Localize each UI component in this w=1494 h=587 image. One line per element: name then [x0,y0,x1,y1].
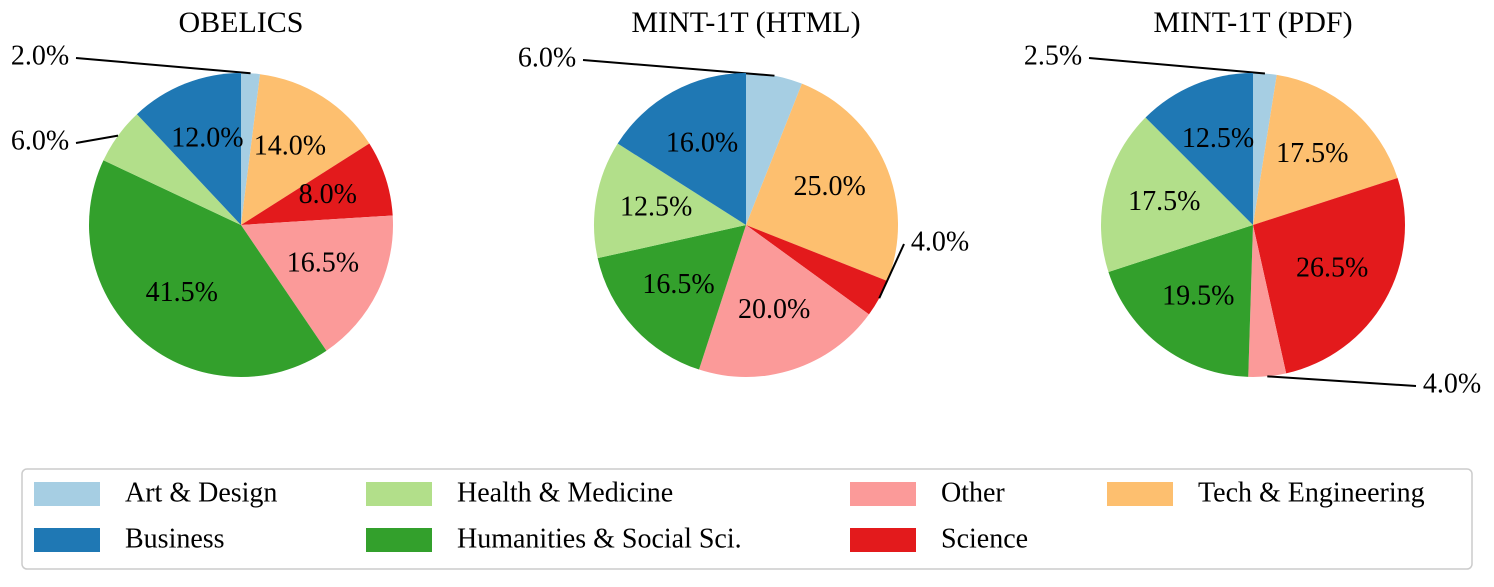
pie-slice-health-medicine [1101,117,1253,272]
legend-swatch-humanities-social-sci [366,528,432,552]
slice-label-art-design: 2.5% [1024,40,1082,71]
pie-slice-science [1253,178,1405,374]
pie-slice-business [136,73,241,225]
legend-label-art-design: Art & Design [125,477,277,508]
leader-line-art-design [75,57,251,75]
legend-label-science: Science [941,523,1028,554]
legend-swatch-business [34,528,100,552]
slice-label-science: 8.0% [299,179,357,210]
pie-chart-3: MINT-1T (PDF) 2.5% 17.5% 26.5% 4.0% 19.5% 17.5… [1024,6,1481,399]
slice-label-art-design: 2.0% [11,40,69,71]
legend-swatch-tech-engineering [1107,482,1173,506]
pie-slice-other [241,215,394,351]
slice-label-art-design: 6.0% [518,42,576,73]
pie-slice-business [1145,73,1253,225]
pie-slice-art-design [1253,73,1277,225]
pie-slice-tech-engineering [241,74,370,225]
pie-chart-2: MINT-1T (HTML) 6.0% 25.0% 4.0% 20.0% 16.5% 12.… [518,6,969,377]
slice-label-other: 16.5% [287,248,359,279]
leader-line-health-medicine [75,134,119,144]
legend-swatch-art-design [34,482,100,506]
pie-slice-health-medicine [103,114,241,225]
pie-slice-health-medicine [593,143,746,259]
slice-label-humanities-social-sci: 16.5% [642,269,714,300]
legend-label-tech-engineering: Tech & Engineering [1198,477,1425,508]
legend-label-humanities-social-sci: Humanities & Social Sci. [457,523,742,554]
legend-label-other: Other [941,477,1005,508]
legend-label-business: Business [125,523,225,554]
pie-slice-other [1248,225,1287,377]
slice-label-tech-engineering: 14.0% [254,130,326,161]
pie-slice-business [617,72,746,225]
slice-label-science: 26.5% [1296,253,1368,284]
legend-swatch-health-medicine [366,482,432,506]
slice-label-business: 12.0% [171,123,243,154]
legend-swatch-science [850,528,916,552]
slice-label-tech-engineering: 17.5% [1276,138,1348,169]
leader-line-art-design [1088,57,1266,75]
leader-line-other [1267,375,1417,387]
pie-slice-art-design [241,73,261,225]
leader-line-science [878,243,905,299]
chart-title: MINT-1T (PDF) [1153,6,1352,39]
pie-slice-tech-engineering [1253,74,1398,226]
slice-label-health-medicine: 12.5% [620,192,692,223]
slice-label-health-medicine: 17.5% [1128,186,1200,217]
slice-label-humanities-social-sci: 19.5% [1162,280,1234,311]
legend-swatch-other [850,482,916,506]
slice-label-tech-engineering: 25.0% [794,171,866,202]
slice-label-other: 20.0% [738,294,810,325]
pie-slice-humanities-social-sci [597,225,746,370]
legend-items: Art & Design Business Health & Medicine Hum… [34,477,1425,554]
slice-label-business: 12.5% [1182,123,1254,154]
slice-label-science: 4.0% [911,226,969,257]
slice-label-business: 16.0% [666,128,738,159]
slice-label-humanities-social-sci: 41.5% [146,277,218,308]
pie-slice-art-design [746,73,802,225]
slice-label-health-medicine: 6.0% [11,125,69,156]
pie-slice-humanities-social-sci [1108,225,1253,377]
slice-label-other: 4.0% [1423,368,1481,399]
pie-slice-other [699,225,869,377]
pie-slice-science [746,225,888,315]
pie-chart-1: OBELICS 2.0% 14.0% 8.0% 16.5% 41.5% 6.0% 12.0% [11,6,394,378]
pie-slice-humanities-social-sci [89,160,327,378]
pie-slice-tech-engineering [746,83,899,281]
pie-charts-group: OBELICS 2.0% 14.0% 8.0% 16.5% 41.5% 6.0% 12.0% M… [11,6,1481,399]
legend-label-health-medicine: Health & Medicine [457,477,673,508]
legend: Art & Design Business Health & Medicine Hum… [21,468,1473,570]
chart-title: MINT-1T (HTML) [631,6,860,39]
chart-title: OBELICS [178,6,303,39]
pie-slice-science [241,143,393,225]
